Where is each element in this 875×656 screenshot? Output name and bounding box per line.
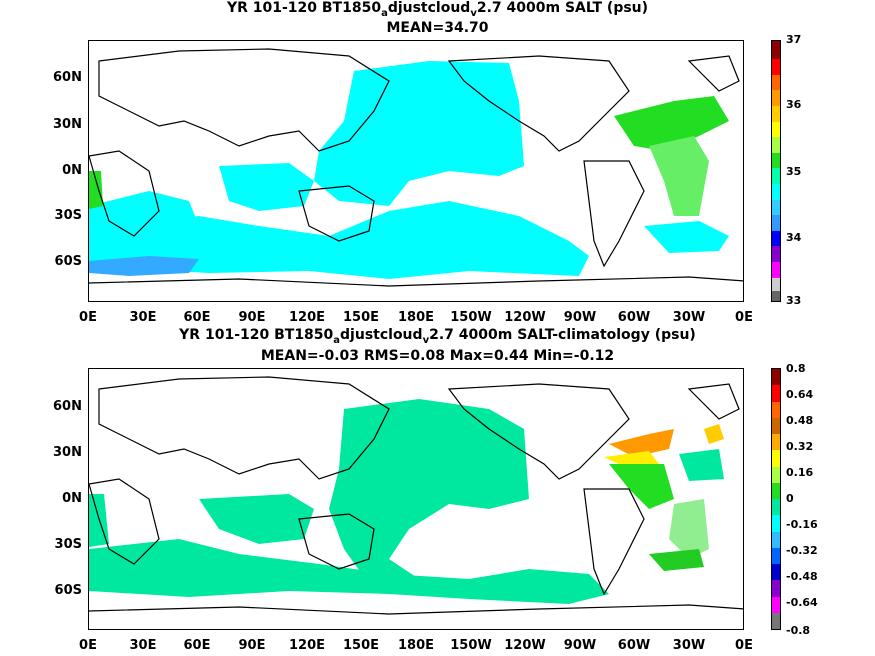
lon-label: 0E	[735, 310, 753, 325]
lat-label: 60S	[54, 583, 82, 598]
lon-label: 90W	[563, 638, 597, 653]
lon-label: 60E	[183, 310, 211, 325]
colorbar-label: 0.48	[786, 414, 814, 427]
colorbar-label: 0.32	[786, 440, 814, 453]
colorbar-anomaly	[771, 368, 781, 630]
lat-label: 30N	[53, 445, 82, 460]
salinity-map-panel	[88, 40, 744, 302]
lat-label: 30N	[53, 117, 82, 132]
lon-label: 60W	[617, 310, 651, 325]
indian-anomaly-field	[199, 494, 314, 544]
salinity-map-svg	[89, 48, 743, 287]
lat-label: 0N	[62, 163, 82, 178]
west-indian-field	[89, 191, 199, 241]
lat-label: 30S	[54, 537, 82, 552]
lon-label: 120W	[504, 310, 546, 325]
south-atlantic-cyan	[644, 221, 729, 253]
colorbar-label: 36	[786, 98, 802, 111]
lon-label: 90W	[563, 310, 597, 325]
lon-label: 30W	[672, 310, 706, 325]
lon-label: 120E	[288, 310, 326, 325]
lat-label: 60N	[53, 399, 82, 414]
colorbar-label: -0.8	[786, 624, 811, 637]
panel2-title: YR 101-120 BT1850adjustcloudv2.7 4000m S…	[179, 327, 696, 346]
lat-label: 0N	[62, 491, 82, 506]
colorbar-label: -0.64	[786, 596, 818, 609]
colorbar-label: 0.8	[786, 362, 806, 375]
lon-label: 180E	[397, 310, 435, 325]
north-atlantic-field	[614, 96, 729, 151]
lon-label: 120E	[288, 638, 326, 653]
lon-label: 150W	[450, 310, 492, 325]
colorbar-label: 33	[786, 294, 802, 307]
panel2-stats: MEAN=-0.03 RMS=0.08 Max=0.44 Min=-0.12	[260, 348, 615, 364]
lat-label: 60S	[54, 254, 82, 269]
continent-outlines	[89, 48, 743, 287]
lon-label: 90E	[238, 638, 266, 653]
anomaly-map-svg	[89, 376, 743, 615]
atlantic-light-green	[649, 136, 709, 216]
atlantic-positive-anomaly	[609, 429, 674, 457]
lon-label: 120W	[504, 638, 546, 653]
lon-label: 150W	[450, 638, 492, 653]
lon-label: 180E	[397, 638, 435, 653]
lon-label: 30E	[129, 310, 157, 325]
south-atlantic-light-green	[669, 499, 709, 559]
colorbar-label: 37	[786, 33, 802, 46]
pacific-salinity-field	[314, 61, 524, 206]
east-atlantic-anomaly	[679, 449, 724, 481]
colorbar-label: -0.48	[786, 570, 818, 583]
panel1-stats: MEAN=34.70	[386, 20, 489, 36]
lon-label: 0E	[79, 310, 97, 325]
colorbar-label: -0.16	[786, 518, 818, 531]
atlantic-green-anomaly	[609, 464, 674, 509]
lon-label: 90E	[238, 310, 266, 325]
continent-outlines-2	[89, 376, 743, 615]
colorbar-label: 35	[786, 165, 802, 178]
lon-label: 30E	[129, 638, 157, 653]
southern-ocean-field	[89, 201, 589, 279]
lat-label: 60N	[53, 70, 82, 85]
colorbar-label: 0.16	[786, 466, 814, 479]
pacific-anomaly-field	[329, 399, 529, 584]
indian-ocean-field	[219, 163, 314, 211]
lon-label: 60E	[183, 638, 211, 653]
panel1-title: YR 101-120 BT1850adjustcloudv2.7 4000m S…	[226, 0, 649, 19]
colorbar-salinity	[771, 40, 781, 302]
colorbar-label: 0.64	[786, 388, 814, 401]
lat-label: 30S	[54, 208, 82, 223]
southern-anomaly-band	[89, 539, 609, 604]
nordic-yellow-anomaly	[704, 424, 724, 444]
lon-label: 60W	[617, 638, 651, 653]
atlantic-edge-green	[89, 171, 103, 209]
lon-label: 30W	[672, 638, 706, 653]
colorbar-label: -0.32	[786, 544, 818, 557]
colorbar-label: 34	[786, 231, 802, 244]
lon-label: 0E	[79, 638, 97, 653]
lon-label: 150E	[342, 638, 380, 653]
colorbar-label: 0	[786, 492, 794, 505]
antarctic-low-salinity	[89, 256, 199, 276]
salinity-anomaly-map-panel	[88, 368, 744, 630]
south-atlantic-green-patch	[649, 549, 704, 571]
lon-label: 0E	[735, 638, 753, 653]
lon-label: 150E	[342, 310, 380, 325]
